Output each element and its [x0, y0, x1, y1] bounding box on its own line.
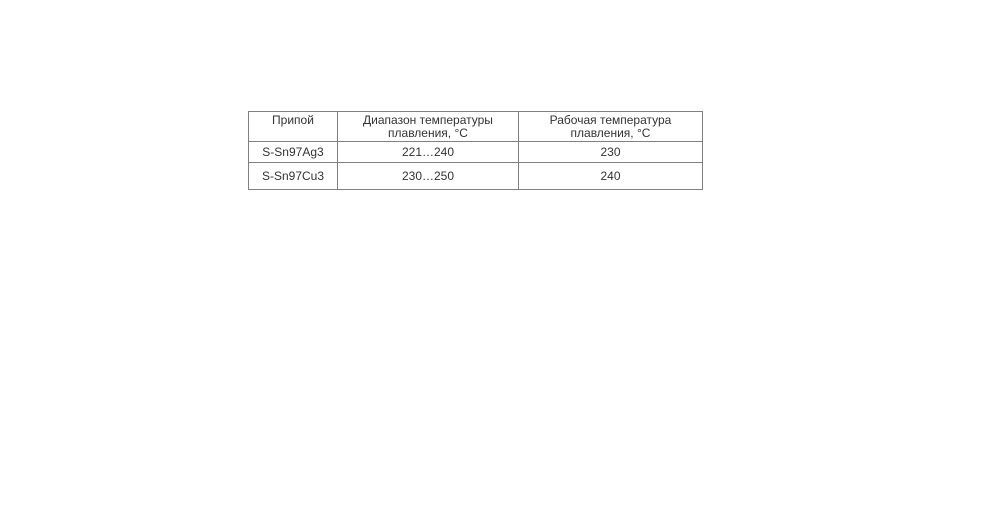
cell-melting-range: 221…240	[337, 141, 519, 163]
cell-working-temperature: 240	[518, 162, 703, 190]
solder-table-container: Припой Диапазон температуры плавления, °…	[248, 111, 703, 190]
cell-solder-name: S-Sn97Cu3	[248, 162, 338, 190]
solder-temperature-table: Припой Диапазон температуры плавления, °…	[248, 111, 703, 190]
cell-solder-name: S-Sn97Ag3	[248, 141, 338, 163]
table-row: S-Sn97Cu3 230…250 240	[248, 162, 703, 190]
column-header-melting-range: Диапазон температуры плавления, °С	[337, 111, 519, 142]
table-row: S-Sn97Ag3 221…240 230	[248, 141, 703, 163]
column-header-solder: Припой	[248, 111, 338, 142]
cell-melting-range: 230…250	[337, 162, 519, 190]
column-header-working-temperature: Рабочая температура плавления, °С	[518, 111, 703, 142]
table-header-row: Припой Диапазон температуры плавления, °…	[248, 111, 703, 142]
cell-working-temperature: 230	[518, 141, 703, 163]
